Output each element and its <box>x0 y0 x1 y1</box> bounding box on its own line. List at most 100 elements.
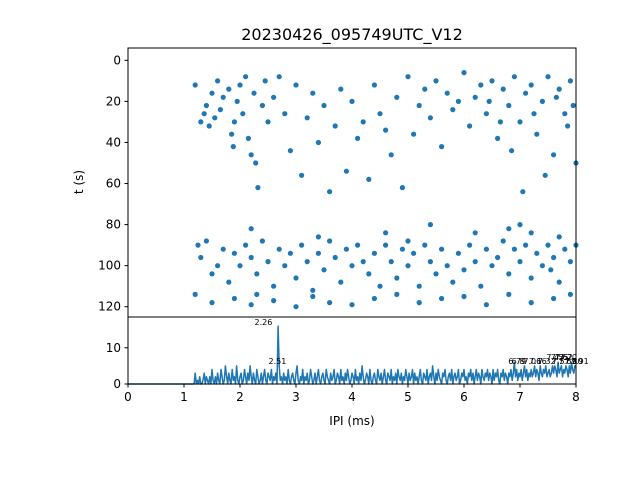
ipi-x-axis-label: IPI (ms) <box>329 414 374 428</box>
raster-point <box>282 111 288 117</box>
ipi-x-tick-label: 5 <box>404 390 412 404</box>
raster-point <box>422 242 428 248</box>
raster-point <box>237 263 243 269</box>
raster-point <box>520 189 526 195</box>
raster-point <box>506 271 512 277</box>
ipi-peak-label: 7.47 <box>546 353 564 362</box>
raster-point <box>248 152 254 158</box>
raster-y-tick-label: 80 <box>106 218 121 232</box>
raster-point <box>343 168 349 174</box>
ipi-peak-label: 7.69 <box>559 357 577 366</box>
raster-y-tick-label: 60 <box>106 177 121 191</box>
raster-point <box>366 176 372 182</box>
raster-point <box>299 242 305 248</box>
raster-point <box>545 74 551 80</box>
raster-point <box>506 291 512 297</box>
raster-point <box>439 295 445 302</box>
raster-point <box>327 189 333 195</box>
raster-point <box>271 298 277 304</box>
raster-point <box>231 250 237 256</box>
raster-point <box>248 254 254 261</box>
raster-point <box>293 82 299 88</box>
raster-point <box>472 94 478 100</box>
raster-point <box>416 300 422 306</box>
raster-point <box>553 94 560 100</box>
raster-point <box>539 98 546 104</box>
raster-point <box>271 94 277 100</box>
raster-point <box>276 74 282 80</box>
raster-point <box>556 234 562 240</box>
raster-point <box>450 279 456 285</box>
raster-point <box>478 82 484 88</box>
raster-point <box>231 295 237 302</box>
raster-y-tick-label: 20 <box>106 94 121 108</box>
raster-point <box>259 102 265 109</box>
raster-y-ticks: 0 20 40 60 80 100 120 <box>98 53 128 314</box>
ipi-x-tick-label: 7 <box>516 390 524 404</box>
raster-point <box>539 263 546 269</box>
raster-point <box>371 250 377 256</box>
raster-point <box>388 259 394 265</box>
ipi-x-tick-label: 1 <box>180 390 188 404</box>
raster-point <box>215 78 221 84</box>
raster-point <box>478 283 484 289</box>
raster-point <box>427 259 433 265</box>
raster-point <box>528 300 534 306</box>
raster-point <box>556 279 562 285</box>
raster-point <box>299 172 305 178</box>
raster-point <box>198 254 204 261</box>
ipi-x-tick-label: 8 <box>572 390 580 404</box>
raster-point <box>548 267 554 273</box>
raster-point <box>500 86 506 92</box>
raster-point <box>399 185 405 191</box>
raster-point <box>556 86 562 92</box>
raster-point <box>371 295 377 302</box>
raster-point <box>310 90 316 96</box>
raster-point <box>338 86 344 92</box>
raster-point <box>248 226 254 232</box>
raster-point <box>567 259 574 265</box>
raster-point <box>517 119 523 125</box>
ipi-axes-frame <box>127 316 577 385</box>
ipi-y-tick-label: 10 <box>106 341 121 355</box>
raster-point <box>251 90 257 96</box>
raster-point <box>461 70 467 76</box>
raster-point <box>433 78 439 84</box>
raster-point <box>237 82 243 88</box>
raster-point <box>293 304 299 310</box>
raster-point <box>467 242 473 248</box>
ipi-peak-label: 7.62 <box>555 353 573 362</box>
raster-point <box>360 259 366 265</box>
ipi-x-ticks: 0 1 2 3 4 5 6 7 8 <box>124 384 580 404</box>
ipi-peak-label: 7.55 <box>551 353 569 362</box>
raster-point <box>422 86 428 92</box>
ipi-peak-label: 2.26 <box>255 318 273 327</box>
chart-title: 20230426_095749UTC_V12 <box>241 25 463 45</box>
raster-point <box>489 78 495 84</box>
ipi-peak-label: 7.80 <box>565 357 583 366</box>
raster-point <box>243 74 249 80</box>
raster-point <box>439 246 445 252</box>
raster-point <box>394 291 400 297</box>
raster-point <box>433 271 439 277</box>
raster-point <box>506 102 512 109</box>
raster-point <box>483 246 489 252</box>
raster-point <box>562 111 568 117</box>
raster-point <box>411 131 417 137</box>
ipi-y-tick-label: 0 <box>113 377 121 391</box>
raster-point <box>371 82 377 88</box>
raster-point <box>355 135 361 141</box>
raster-point <box>489 263 495 269</box>
raster-point <box>248 302 254 308</box>
raster-point <box>287 250 293 256</box>
raster-point <box>444 263 450 269</box>
raster-y-tick-label: 100 <box>98 259 121 273</box>
raster-panel: 20230426_095749UTC_V12 0 20 40 60 80 100 120 t… <box>72 25 579 318</box>
ipi-peak-labels: 2.26 2.51 6.796.8 7.067.167.327.477.557.627… <box>255 318 589 366</box>
ipi-peak-label: 7.57 <box>552 357 570 366</box>
raster-point <box>405 74 411 80</box>
raster-point <box>388 152 394 158</box>
raster-point <box>212 115 218 121</box>
raster-point <box>304 115 310 121</box>
raster-point <box>293 275 299 281</box>
